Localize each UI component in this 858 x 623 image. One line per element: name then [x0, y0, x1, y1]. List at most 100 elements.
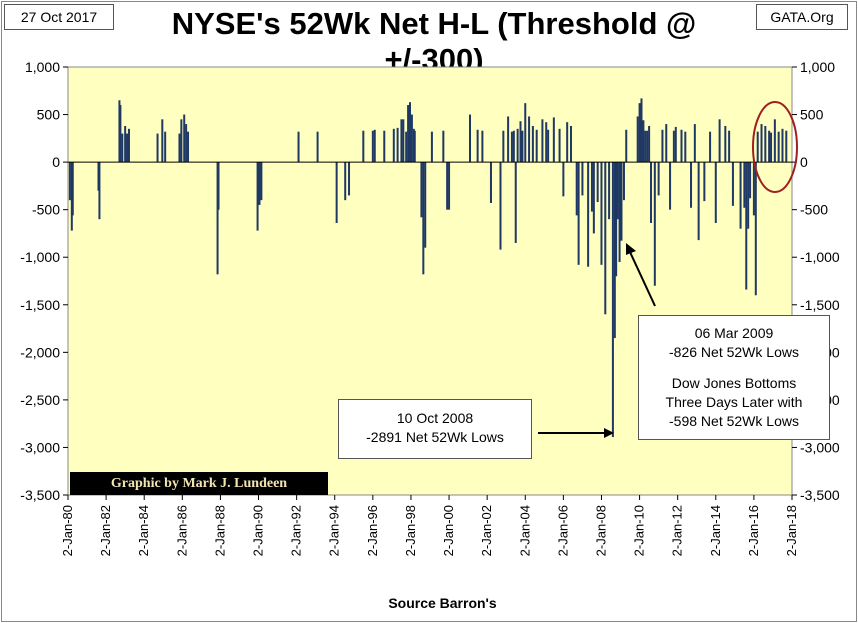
- bar: [657, 162, 660, 196]
- y-tick-label-right: -3,000: [800, 439, 840, 455]
- bar: [724, 125, 727, 163]
- bar: [400, 119, 403, 163]
- bar: [512, 130, 515, 163]
- bar: [127, 128, 130, 163]
- bar: [422, 162, 425, 275]
- bar: [640, 98, 643, 163]
- bar: [297, 131, 300, 163]
- bar: [566, 122, 569, 163]
- bar: [407, 105, 410, 163]
- chart-title: NYSE's 52Wk Net H-L (Threshold @ +/-300): [171, 6, 697, 77]
- bar: [760, 124, 763, 163]
- x-tick-label: 2-Jan-06: [555, 505, 570, 556]
- y-tick-label-left: -2,000: [20, 344, 60, 360]
- bar: [420, 162, 423, 218]
- bar: [562, 162, 565, 197]
- bar: [661, 129, 664, 163]
- x-tick-label: 2-Jan-10: [632, 505, 647, 556]
- bar: [665, 124, 668, 163]
- x-tick-label: 2-Jan-02: [479, 505, 494, 556]
- bar: [650, 162, 653, 223]
- x-axis: 2-Jan-80 2-Jan-82 2-Jan-84 2-Jan-86 2-Jan-88…: [60, 495, 799, 556]
- bar: [164, 131, 167, 163]
- bar: [552, 117, 555, 163]
- bar: [545, 122, 548, 163]
- bar: [613, 162, 616, 339]
- bar: [714, 162, 717, 223]
- bar: [260, 162, 263, 201]
- bar: [756, 131, 759, 163]
- bar: [625, 129, 628, 163]
- x-tick-label: 2-Jan-96: [365, 505, 380, 556]
- x-axis-title: Source Barron's: [388, 595, 497, 611]
- bar: [183, 114, 186, 163]
- bar: [747, 162, 750, 229]
- bar: [669, 162, 672, 210]
- bar: [781, 128, 784, 163]
- bar: [392, 128, 395, 163]
- bar: [524, 103, 527, 163]
- x-tick-label: 2-Jan-88: [212, 505, 227, 556]
- bar: [752, 162, 755, 216]
- bar: [615, 162, 618, 277]
- bar: [749, 162, 752, 199]
- bar: [674, 126, 677, 163]
- x-tick-label: 2-Jan-04: [517, 505, 532, 556]
- bar: [600, 162, 603, 265]
- bar: [430, 131, 433, 163]
- bar: [693, 124, 696, 163]
- bar: [71, 162, 74, 216]
- arrow-2009: [626, 243, 656, 307]
- bar: [396, 127, 399, 163]
- bar: [442, 130, 445, 163]
- annotation-line: Dow Jones Bottoms: [671, 375, 797, 391]
- bar: [410, 114, 413, 163]
- date-label: 27 Oct 2017: [4, 4, 114, 30]
- annotation-line: -598 Net 52Wk Lows: [669, 413, 799, 429]
- bar: [646, 130, 649, 163]
- bar: [405, 131, 408, 163]
- bar: [558, 128, 561, 163]
- x-tick-label: 2-Jan-82: [98, 505, 113, 556]
- bar: [616, 162, 619, 220]
- bar: [448, 162, 451, 210]
- bar: [638, 103, 641, 163]
- bar: [709, 131, 712, 163]
- bar: [680, 129, 683, 163]
- bar: [121, 133, 124, 163]
- bar: [596, 162, 599, 203]
- graphic-credit: Graphic by Mark J. Lundeen: [70, 472, 328, 495]
- x-tick-label: 2-Jan-12: [670, 505, 685, 556]
- bar: [754, 162, 757, 296]
- bar: [499, 162, 502, 250]
- bar: [256, 162, 259, 231]
- bar: [119, 105, 122, 163]
- bar: [373, 129, 376, 163]
- annotation-line: -826 Net 52Wk Lows: [669, 344, 799, 360]
- y-tick-label-left: -1,000: [20, 249, 60, 265]
- bar: [569, 125, 572, 163]
- y-tick-label-left: 0: [52, 154, 60, 170]
- bar: [98, 162, 101, 220]
- bar: [489, 162, 492, 204]
- x-tick-label: 2-Jan-16: [746, 505, 761, 556]
- bar: [124, 125, 127, 163]
- bar: [502, 130, 505, 163]
- bar: [770, 132, 773, 163]
- bar: [469, 114, 472, 163]
- y-tick-label-right: -1,000: [800, 249, 840, 265]
- annotation-line: 10 Oct 2008: [396, 410, 474, 426]
- bar: [743, 162, 746, 208]
- y-tick-label-left: 500: [37, 107, 61, 123]
- bar: [728, 130, 731, 163]
- bar: [383, 130, 386, 163]
- bar: [745, 162, 748, 290]
- bar: [697, 162, 700, 241]
- y-axis-left: 1,000 500 0 -500 -1,000 -1,500 -2,000 -2,500 -3,…: [20, 59, 68, 503]
- bar: [126, 133, 129, 163]
- y-tick-label-left: -2,500: [20, 392, 60, 408]
- y-tick-label-right: 1,000: [800, 59, 835, 75]
- bar: [777, 131, 780, 163]
- y-tick-label-right: -3,500: [800, 487, 840, 503]
